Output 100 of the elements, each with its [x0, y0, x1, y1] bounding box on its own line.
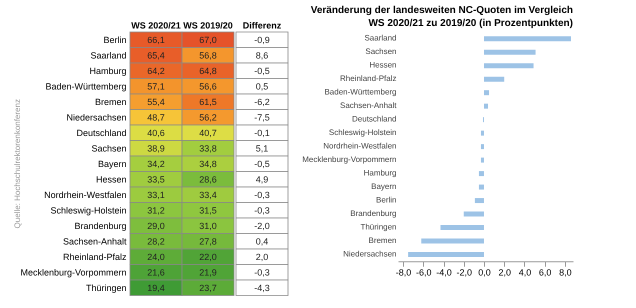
y-tick-label: Bremen: [94, 96, 126, 107]
y-tick-label: Schleswig-Holstein: [50, 205, 126, 216]
bar: [484, 104, 488, 109]
data-label: 33,4: [199, 190, 217, 200]
data-label: 34,2: [147, 158, 165, 169]
y-tick-label: Schleswig-Holstein: [328, 128, 396, 138]
data-label: 56,8: [199, 50, 217, 60]
bar: [484, 90, 490, 96]
y-tick-label: Sachsen: [365, 47, 396, 56]
x-tick-label: -2,0: [456, 268, 472, 278]
y-tick-label: Niedersachsen: [343, 250, 396, 259]
text: -0,5: [254, 158, 270, 169]
y-tick-label: Baden-Württemberg: [45, 81, 126, 92]
y-tick-label: Saarland: [364, 34, 396, 43]
data-label: 24,0: [147, 252, 165, 262]
y-tick-label: Berlin: [376, 196, 396, 205]
data-label: 65,4: [147, 50, 165, 60]
text: -0,3: [254, 205, 270, 216]
x-tick-label: WS 2020/21: [131, 20, 181, 30]
data-label: 21,9: [199, 267, 217, 278]
data-label: 40,6: [147, 128, 165, 138]
data-label: 33,8: [199, 143, 217, 154]
y-tick-label: Hamburg: [89, 66, 126, 76]
text: -4,3: [254, 282, 270, 293]
data-label: 31,0: [199, 220, 217, 231]
text: -0,9: [254, 34, 270, 45]
bar: [484, 76, 504, 82]
y-tick-label: Hessen: [96, 174, 126, 184]
text: -2,0: [254, 220, 270, 231]
y-tick-label: Deutschland: [76, 128, 126, 138]
data-label: 55,4: [147, 96, 165, 107]
data-label: 56,2: [199, 112, 217, 122]
bar: [484, 63, 534, 68]
y-tick-label: Niedersachsen: [66, 112, 126, 122]
text: -7,5: [254, 112, 270, 122]
data-label: 66,1: [147, 34, 165, 45]
y-tick-label: Hessen: [369, 60, 396, 70]
bar: [480, 158, 484, 163]
y-tick-label: Sachsen: [91, 143, 126, 154]
y-tick-label: Deutschland: [352, 114, 396, 124]
y-tick-label: Baden-Württemberg: [324, 88, 396, 97]
chart-title: Veränderung der landesweiten NC-Quoten im Vergleich: [310, 5, 573, 16]
y-tick-label: Rheinland-Pfalz: [62, 252, 127, 262]
bar: [474, 198, 484, 204]
data-label: 57,1: [147, 81, 165, 92]
text: Differenz: [242, 20, 282, 30]
y-tick-label: Brandenburg: [350, 209, 396, 218]
y-tick-label: Nordrhein-Westfalen: [44, 190, 126, 200]
y-tick-label: Mecklenburg-Vorpommern: [20, 267, 126, 278]
y-tick-label: Rheinland-Pfalz: [340, 74, 396, 84]
y-tick-label: Bayern: [371, 182, 396, 192]
text: 8,6: [256, 50, 268, 60]
bar: [478, 184, 484, 190]
x-tick-label: 4,0: [518, 268, 532, 278]
data-label: 21,6: [147, 267, 165, 278]
data-label: 23,7: [199, 282, 217, 293]
text: 2,0: [256, 252, 268, 262]
data-label: 38,9: [147, 143, 165, 154]
data-label: 64,8: [199, 66, 217, 76]
y-tick-label: Mecklenburg-Vorpommern: [302, 155, 396, 164]
source-note: Quelle: Hochschulrektorenkonferenz: [13, 99, 22, 228]
text: -6,2: [254, 96, 270, 107]
data-label: 19,4: [147, 282, 165, 293]
chart-subtitle: WS 2020/21 zu 2019/20 (in Prozentpunkten): [368, 18, 573, 29]
bar: [408, 252, 484, 258]
y-tick-label: Sachsen-Anhalt: [340, 101, 398, 110]
y-tick-label: Thüringen: [360, 222, 396, 232]
data-label: 27,8: [199, 236, 217, 246]
y-tick-label: Bayern: [98, 158, 126, 169]
x-tick-label: 8,0: [559, 268, 572, 278]
y-tick-label: Bremen: [368, 236, 396, 246]
text: -0,5: [254, 66, 270, 76]
text: 5,1: [256, 143, 268, 154]
bar: [440, 225, 484, 230]
data-label: 29,0: [147, 220, 165, 231]
x-tick-label: -6,0: [416, 268, 432, 278]
data-label: 34,8: [199, 158, 217, 169]
data-label: 48,7: [147, 112, 165, 122]
x-tick-label: -4,0: [436, 268, 452, 278]
text: -0,3: [254, 190, 270, 200]
x-tick-label: -8,0: [396, 268, 412, 278]
text: -0,3: [254, 267, 270, 278]
data-label: 56,6: [199, 81, 217, 92]
y-tick-label: Brandenburg: [74, 220, 126, 231]
data-label: 64,2: [147, 66, 165, 76]
x-tick-label: 0,0: [478, 268, 491, 278]
y-tick-label: Sachsen-Anhalt: [62, 236, 127, 246]
y-tick-label: Saarland: [90, 50, 126, 60]
y-tick-label: Thüringen: [86, 282, 126, 293]
bar: [464, 212, 484, 217]
x-tick-label: WS 2019/20: [183, 20, 233, 30]
y-tick-label: Hamburg: [364, 168, 396, 178]
data-label: 31,5: [199, 205, 217, 216]
text: 0,4: [256, 236, 268, 246]
y-tick-label: Nordrhein-Westfalen: [323, 142, 396, 151]
x-tick-label: 2,0: [498, 268, 511, 278]
data-label: 28,6: [199, 174, 217, 184]
data-label: 22,0: [199, 252, 217, 262]
text: 4,9: [256, 174, 268, 184]
bar: [484, 36, 571, 42]
